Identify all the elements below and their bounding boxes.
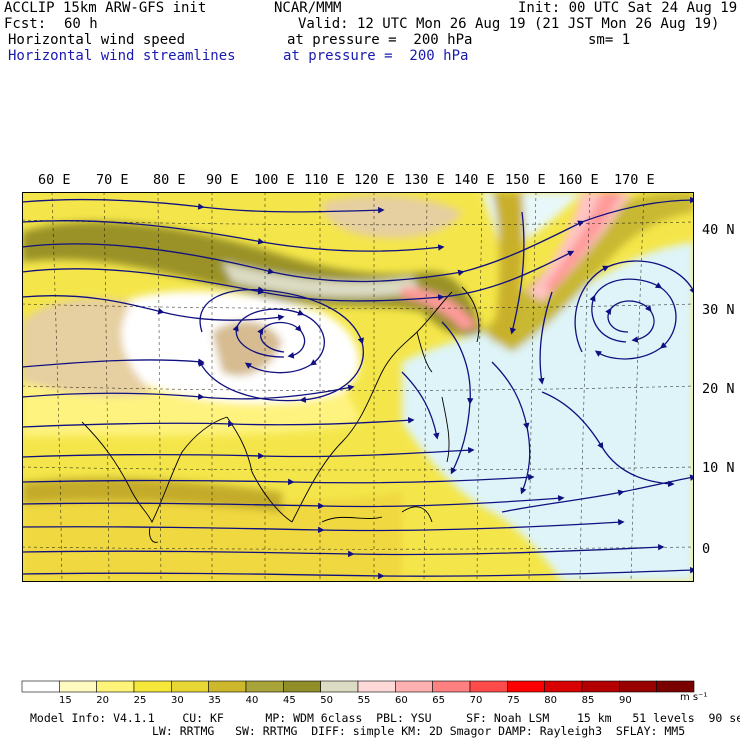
colorbar-swatch xyxy=(96,680,135,693)
colorbar-swatch xyxy=(656,680,695,693)
colorbar-tick-label: 75 xyxy=(507,695,520,706)
colorbar-swatch xyxy=(171,680,209,693)
lon-label: 70 E xyxy=(96,172,129,188)
colorbar-tick-label: 60 xyxy=(395,695,408,706)
colorbar-swatch xyxy=(283,680,321,693)
colorbar-swatch xyxy=(208,680,247,693)
colorbar-swatch xyxy=(133,680,172,693)
colorbar-tick-label: 30 xyxy=(171,695,184,706)
field-streamlines: Horizontal wind streamlines xyxy=(8,48,236,64)
lat-label: 0 xyxy=(702,541,711,557)
lon-label: 100 E xyxy=(254,172,295,188)
colorbar-tick-label: 55 xyxy=(358,695,371,706)
colorbar-tick-label: 50 xyxy=(320,695,333,706)
colorbar: 15 20 25 30 35 40 45 50 55 60 65 70 75 80 85 90 m s⁻¹ xyxy=(21,680,707,706)
colorbar-swatch xyxy=(507,680,545,693)
lon-label: 90 E xyxy=(206,172,239,188)
lon-label: 160 E xyxy=(558,172,599,188)
colorbar-tick-label: 25 xyxy=(134,695,147,706)
colorbar-tick-label: 90 xyxy=(619,695,632,706)
streamlines xyxy=(22,196,694,580)
lon-label: 110 E xyxy=(304,172,345,188)
colorbar-swatch xyxy=(432,680,471,693)
colorbar-tick-label: 15 xyxy=(59,695,72,706)
colorbar-tick-label: 35 xyxy=(208,695,221,706)
lon-label: 150 E xyxy=(505,172,546,188)
map-frame xyxy=(22,192,694,582)
colorbar-swatch xyxy=(357,680,396,693)
model-info-line2: LW: RRTMG SW: RRTMG DIFF: simple KM: 2D … xyxy=(152,724,686,738)
lon-label: 140 E xyxy=(454,172,495,188)
lon-label: 60 E xyxy=(38,172,71,188)
colorbar-units: m s⁻¹ xyxy=(680,692,707,703)
colorbar-tick-label: 40 xyxy=(246,695,259,706)
colorbar-tick-label: 70 xyxy=(470,695,483,706)
center-name: NCAR/MMM xyxy=(274,0,342,16)
lon-label: 130 E xyxy=(404,172,445,188)
colorbar-swatch xyxy=(619,680,657,693)
valid-time: Valid: 12 UTC Mon 26 Aug 19 (21 JST Mon … xyxy=(298,16,720,32)
model-info-line1: Model Info: V4.1.1 CU: KF MP: WDM 6class… xyxy=(30,711,740,725)
lon-label: 170 E xyxy=(614,172,655,188)
colorbar-tick-label: 80 xyxy=(544,695,557,706)
lat-label: 20 N xyxy=(702,381,735,397)
colorbar-tick-label: 20 xyxy=(96,695,109,706)
colorbar-swatch xyxy=(544,680,583,693)
colorbar-swatch xyxy=(469,680,508,693)
field-wind-speed-level: at pressure = 200 hPa xyxy=(287,32,473,48)
forecast-hour: 60 h xyxy=(64,16,98,32)
field-wind-speed: Horizontal wind speed xyxy=(8,32,186,48)
colorbar-swatch xyxy=(245,680,284,693)
forecast-label: Fcst: xyxy=(4,16,47,32)
colorbar-swatch xyxy=(21,680,60,693)
colorbar-swatch xyxy=(59,680,97,693)
lat-label: 40 N xyxy=(702,222,735,238)
lon-label: 120 E xyxy=(354,172,395,188)
lat-label: 10 N xyxy=(702,460,735,476)
wind-map xyxy=(22,192,694,582)
field-streamlines-level: at pressure = 200 hPa xyxy=(283,48,469,64)
colorbar-swatch xyxy=(395,680,433,693)
colorbar-swatch xyxy=(581,680,620,693)
colorbar-tick-label: 65 xyxy=(432,695,445,706)
smoothing-value: sm= 1 xyxy=(588,32,631,48)
model-title: ACCLIP 15km ARW-GFS init xyxy=(4,0,207,16)
colorbar-tick-label: 85 xyxy=(582,695,595,706)
init-time: Init: 00 UTC Sat 24 Aug 19 xyxy=(518,0,738,16)
lon-label: 80 E xyxy=(153,172,186,188)
colorbar-tick-label: 45 xyxy=(283,695,296,706)
colorbar-swatch xyxy=(320,680,359,693)
lat-label: 30 N xyxy=(702,302,735,318)
